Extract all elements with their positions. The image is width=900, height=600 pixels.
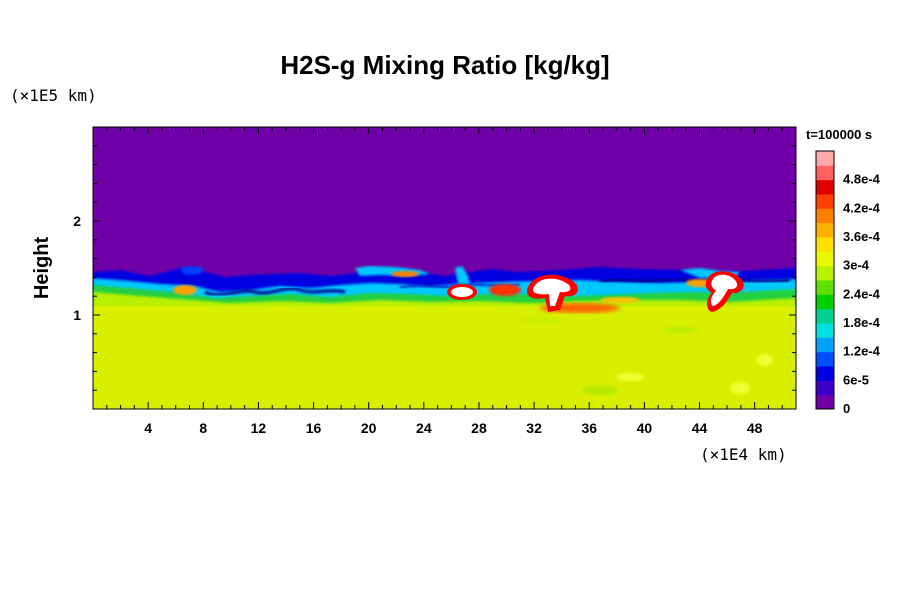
colorbar-swatch — [816, 351, 834, 367]
colorbar: 0 6e-5 1.2e-4 1.8e-4 2.4e-4 3e-4 3.6e-4 4.2e-4 4… — [815, 150, 881, 416]
x-tick-label: 12 — [251, 420, 267, 436]
colorbar-label: 1.8e-4 — [843, 315, 881, 330]
chart-title: H2S-g Mixing Ratio [kg/kg] — [280, 50, 609, 80]
x-axis-ticks: 4 8 12 16 20 24 28 32 36 40 44 48 — [106, 127, 783, 436]
colorbar-label: 2.4e-4 — [843, 286, 881, 301]
colorbar-swatch — [816, 222, 834, 238]
y-tick-label: 2 — [73, 213, 81, 229]
x-tick-label: 40 — [637, 420, 653, 436]
field-hotspot — [489, 284, 521, 296]
field-hotspot — [391, 271, 419, 277]
colorbar-frame — [815, 150, 835, 410]
colorbar-swatch — [816, 323, 834, 338]
x-tick-label: 16 — [306, 420, 322, 436]
x-tick-label: 36 — [581, 420, 597, 436]
colorbar-label: 4.8e-4 — [843, 172, 881, 187]
field-patch — [582, 385, 618, 395]
field-patch — [757, 354, 773, 366]
field-peak — [532, 278, 571, 306]
y-axis-multiplier: (×1E5 km) — [10, 86, 97, 105]
x-tick-label: 28 — [471, 420, 487, 436]
colorbar-label: 3e-4 — [843, 258, 870, 273]
x-tick-label: 20 — [361, 420, 377, 436]
colorbar-swatch — [816, 394, 834, 410]
y-axis-ticks: 12 — [73, 145, 796, 391]
field-patch — [520, 316, 560, 324]
colorbar-swatch — [816, 280, 834, 295]
colorbar-swatch — [816, 179, 834, 195]
field-plume — [455, 266, 470, 285]
colorbar-swatch — [816, 265, 834, 281]
colorbar-swatch — [816, 380, 834, 396]
colorbar-swatch — [816, 165, 834, 181]
colorbar-swatch — [816, 208, 834, 224]
colorbar-swatch — [816, 251, 834, 267]
x-tick-label: 44 — [692, 420, 708, 436]
colorbar-label: 1.2e-4 — [843, 344, 881, 359]
field-peak — [710, 274, 738, 306]
time-label: t=100000 s — [806, 127, 872, 142]
colorbar-swatch — [816, 194, 834, 209]
field-patch — [616, 373, 644, 381]
colorbar-label: 6e-5 — [843, 372, 869, 387]
x-axis-multiplier: (×1E4 km) — [700, 445, 787, 464]
colorbar-swatch — [816, 294, 834, 310]
field-peak — [451, 287, 473, 297]
colorbar-label: 3.6e-4 — [843, 229, 881, 244]
field-hotspot — [600, 297, 640, 303]
field-lower-region — [93, 306, 796, 409]
field-hotspot — [173, 285, 197, 295]
y-axis-label: Height — [31, 237, 53, 300]
x-tick-label: 8 — [199, 420, 207, 436]
field-patch — [730, 382, 750, 394]
x-tick-label: 24 — [416, 420, 432, 436]
field-plume — [180, 266, 205, 275]
x-tick-label: 48 — [747, 420, 763, 436]
plot-frame — [92, 126, 797, 410]
field-patch — [664, 326, 696, 334]
colorbar-swatch — [816, 237, 834, 252]
colorbar-swatch — [816, 366, 834, 381]
x-tick-label: 4 — [144, 420, 152, 436]
colorbar-swatch — [816, 151, 834, 166]
colorbar-swatch — [816, 337, 834, 353]
field-streak — [204, 287, 346, 297]
heatmap-field — [93, 127, 796, 409]
colorbar-swatch — [816, 308, 834, 324]
y-tick-label: 1 — [73, 307, 81, 323]
colorbar-label: 4.2e-4 — [843, 200, 881, 215]
x-tick-label: 32 — [526, 420, 542, 436]
colorbar-label: 0 — [843, 401, 850, 416]
